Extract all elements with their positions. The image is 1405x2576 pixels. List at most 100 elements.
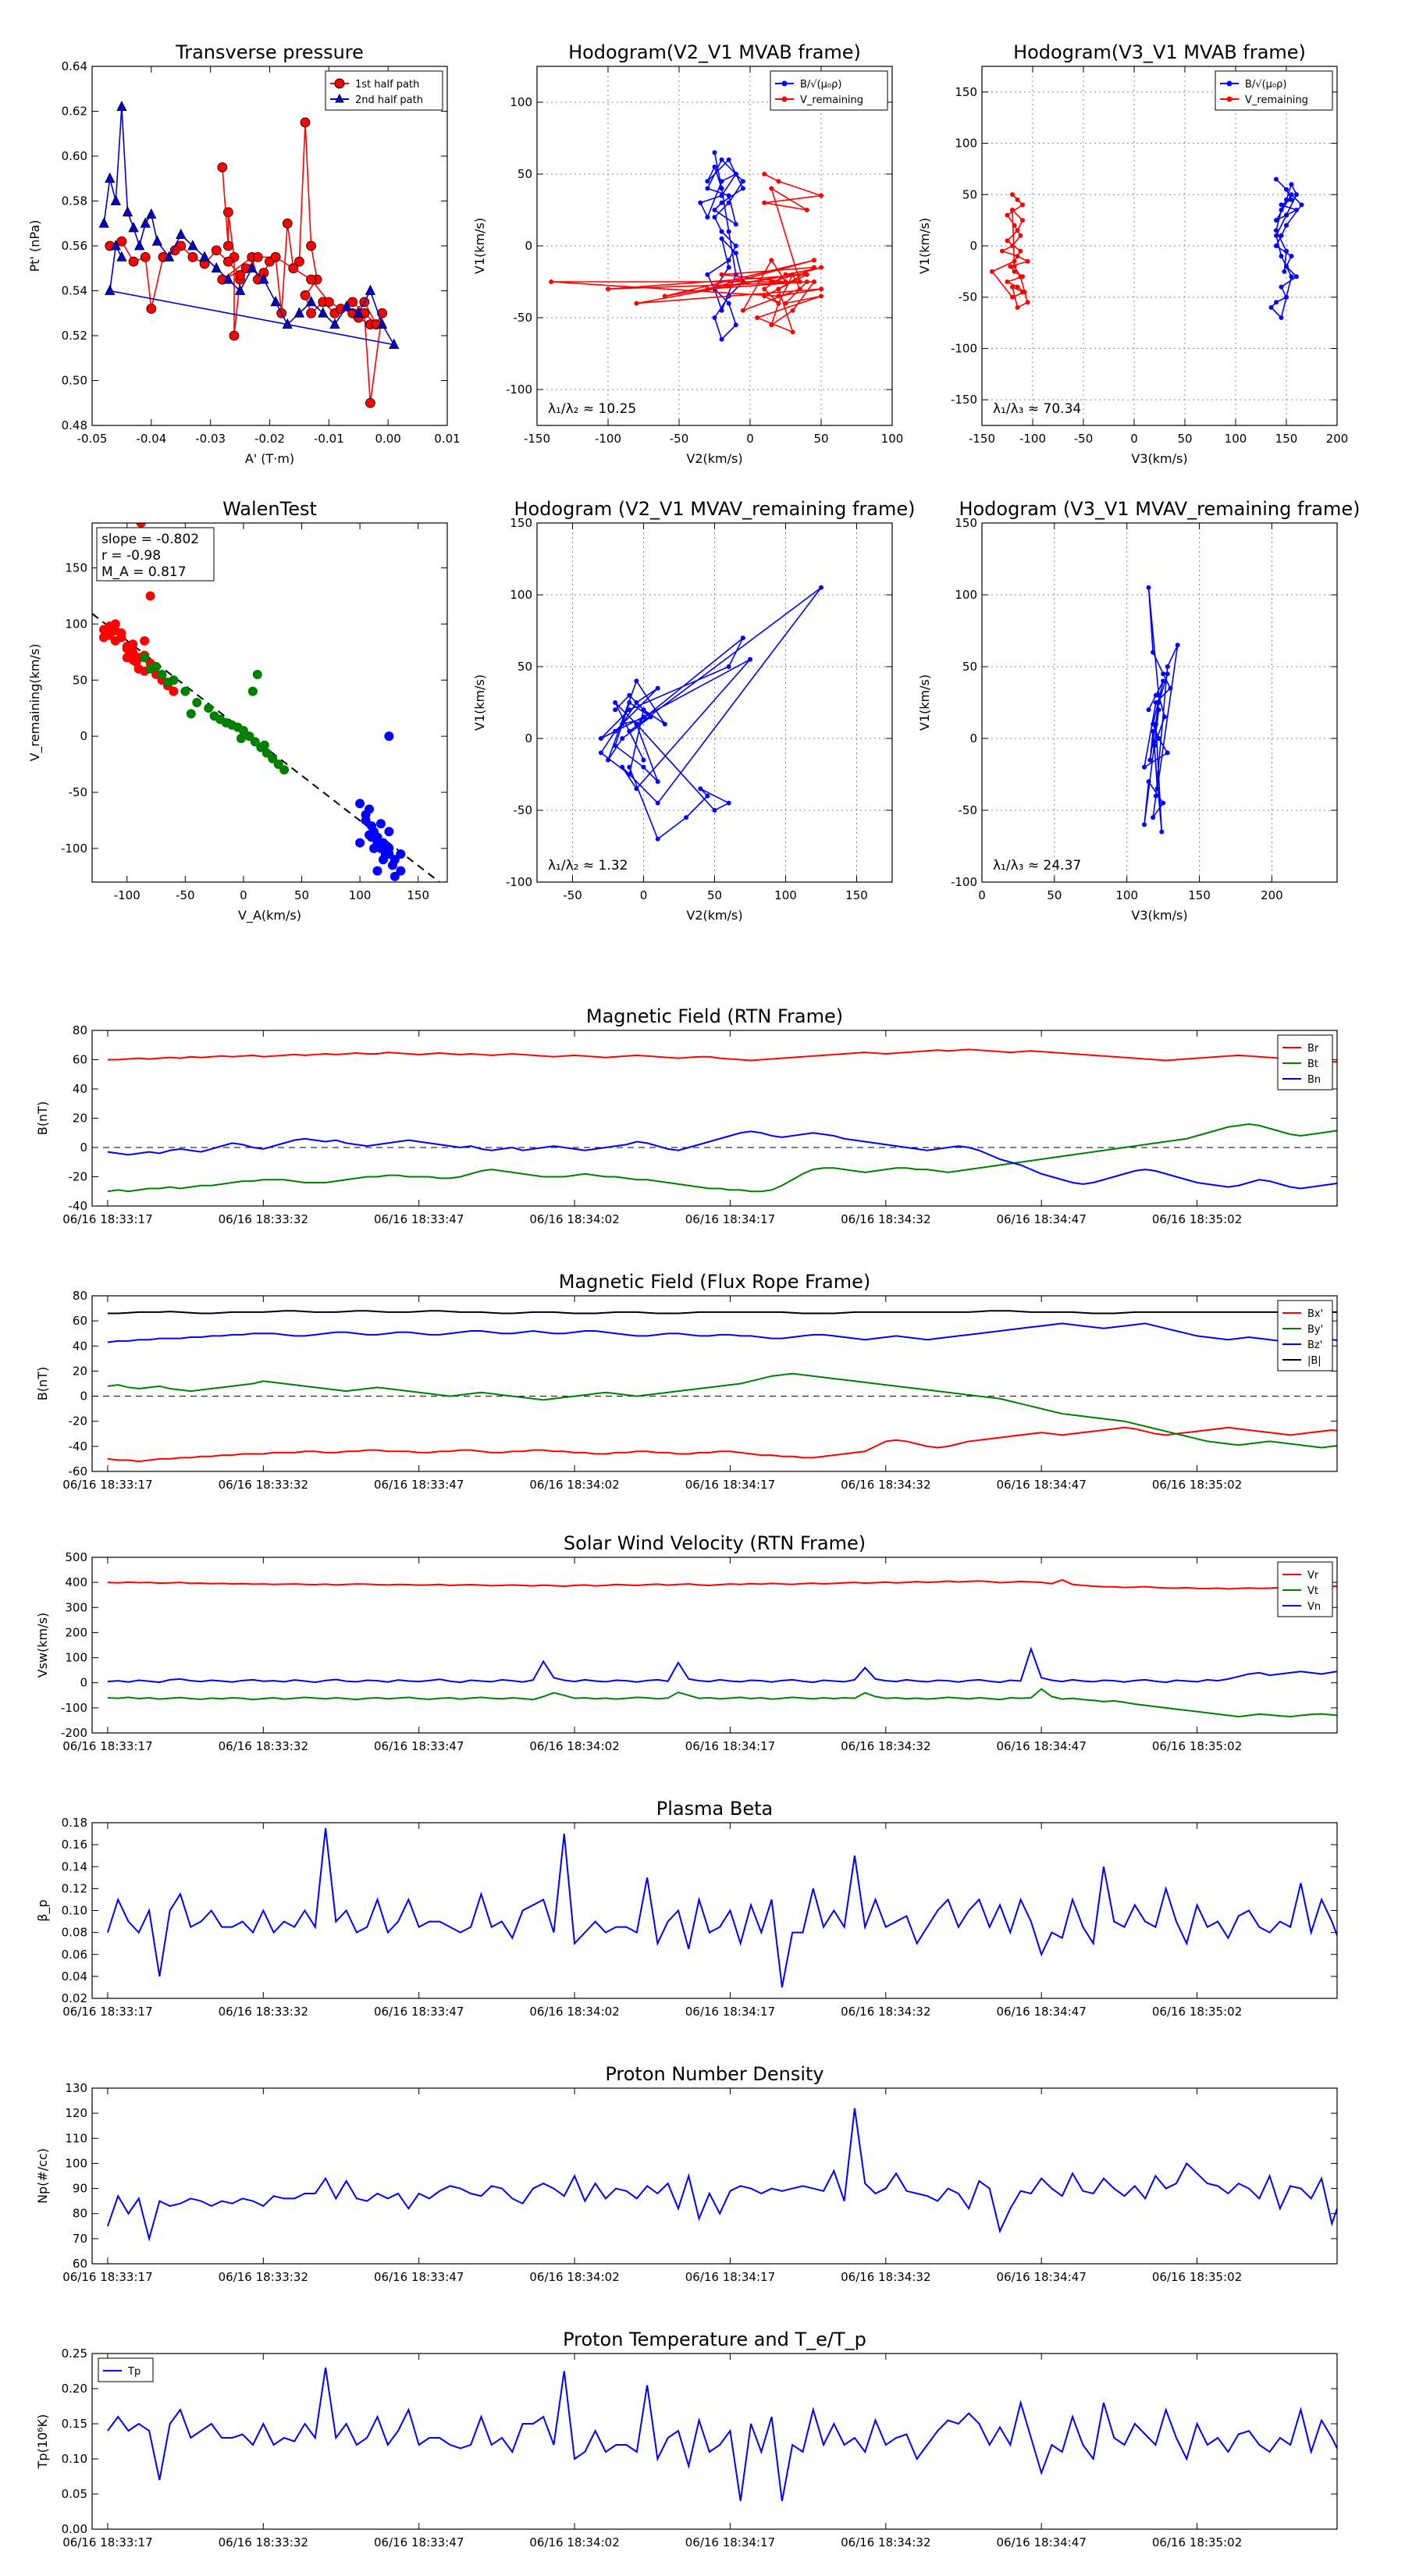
x-tick-label: -150 [524, 432, 550, 446]
data-point [1015, 228, 1020, 233]
y-tick-label: 0.16 [62, 1838, 87, 1852]
data-point [1010, 244, 1015, 248]
series-Bx' [107, 1426, 1337, 1463]
data-point [634, 786, 639, 792]
data-point [318, 307, 329, 318]
data-point [1005, 212, 1010, 218]
data-point [1012, 258, 1017, 264]
data-point [726, 229, 731, 234]
data-point [613, 728, 618, 734]
data-point [300, 290, 311, 301]
x-tick-label: 200 [1326, 432, 1349, 446]
data-point [804, 279, 809, 284]
data-point [684, 815, 689, 820]
y-tick-label: 50 [518, 660, 532, 674]
y-tick-label: 60 [73, 1053, 87, 1067]
y-tick-label: 0 [525, 239, 532, 253]
x-tick-label: 06/16 18:33:17 [62, 2535, 152, 2549]
data-point [1161, 800, 1166, 806]
legend-label: V_remaining [1245, 94, 1308, 106]
x-axis-label: V3(km/s) [1131, 908, 1187, 923]
data-point [719, 200, 724, 205]
x-tick-label: 100 [881, 432, 904, 446]
data-point [1010, 192, 1015, 197]
data-point [1274, 176, 1279, 182]
data-point [620, 736, 625, 741]
plot-content [1142, 585, 1180, 834]
series-By' [107, 1372, 1337, 1449]
data-point [769, 258, 774, 263]
x-tick-label: 100 [1225, 432, 1247, 446]
legend: Tp [98, 2357, 154, 2382]
y-tick-label: 0 [80, 1389, 87, 1404]
plot-frame [91, 1295, 1338, 1472]
x-tick-label: 06/16 18:34:02 [529, 1739, 619, 1753]
y-tick-label: 0.12 [62, 1881, 87, 1895]
data-point [300, 117, 311, 128]
data-point [1020, 218, 1025, 223]
x-tick-label: 06/16 18:33:47 [374, 1739, 464, 1753]
data-point [719, 179, 724, 184]
data-point [733, 222, 738, 227]
chart-title: Plasma Beta [656, 1798, 773, 1820]
data-point [384, 731, 394, 742]
data-point [1282, 269, 1287, 274]
data-point [223, 256, 233, 267]
x-tick-label: 150 [845, 888, 868, 902]
data-point [1162, 714, 1167, 720]
data-point [361, 815, 371, 825]
x-tick-label: 150 [407, 888, 429, 902]
data-point [1161, 678, 1166, 684]
data-point [140, 635, 150, 646]
plot-content [549, 150, 823, 342]
x-tick-label: 150 [1188, 888, 1211, 902]
data-point [733, 251, 738, 256]
data-point [1279, 254, 1284, 259]
data-point [662, 721, 667, 727]
plot-content [106, 1827, 1337, 1988]
data-point [157, 670, 167, 680]
x-tick-label: -100 [114, 888, 140, 902]
y-tick-label: 0.64 [62, 59, 87, 73]
y-axis-label: V1(km/s) [472, 674, 487, 731]
series-Vn [107, 1646, 1337, 1684]
chart-h1: Hodogram(V2_V1 MVAB frame) -100 -50 0 50 100 -… [472, 41, 903, 466]
data-point [365, 804, 375, 814]
legend: 1st half path 2nd half path [325, 70, 443, 111]
data-point [131, 657, 141, 667]
data-point [250, 737, 260, 747]
data-point [712, 150, 717, 155]
data-point [140, 653, 150, 663]
y-tick-label: -100 [506, 875, 532, 889]
data-point [270, 251, 281, 262]
plot-content [106, 2108, 1337, 2242]
data-point [733, 322, 738, 328]
x-tick-label: -0.03 [195, 432, 226, 446]
x-tick-label: 06/16 18:34:32 [841, 2270, 930, 2284]
legend-box [1215, 70, 1333, 111]
chart-h4: Hodogram (V3_V1 MVAV_remaining frame) -10… [917, 498, 1361, 923]
data-point [146, 208, 157, 219]
plot-content [92, 1048, 1337, 1193]
data-point [990, 269, 994, 274]
data-point [1289, 197, 1294, 202]
data-point [247, 262, 258, 273]
data-point [110, 240, 121, 251]
legend: Bx' By' Bz' |B| [1277, 1300, 1333, 1372]
data-point [282, 218, 293, 229]
legend-label: Bx' [1307, 1308, 1323, 1320]
y-tick-label: 100 [510, 588, 532, 602]
data-point [762, 294, 767, 299]
series-Bt [107, 1123, 1337, 1193]
series-Bn [107, 1130, 1337, 1190]
x-tick-label: 06/16 18:33:32 [219, 1739, 308, 1753]
data-point [712, 215, 717, 220]
data-point [598, 750, 603, 756]
y-tick-label: 0.05 [62, 2487, 87, 2501]
chart-title: Magnetic Field (Flux Rope Frame) [559, 1271, 870, 1293]
series-V_remaining [990, 192, 1030, 310]
data-point [705, 286, 710, 292]
data-point [145, 591, 155, 601]
x-tick-label: 06/16 18:33:17 [62, 1478, 152, 1492]
x-tick-label: 50 [1047, 888, 1062, 902]
